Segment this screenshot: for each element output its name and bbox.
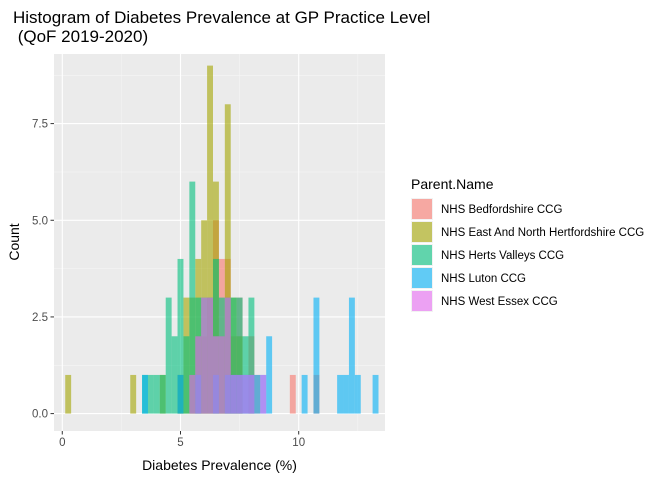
histogram-bar: [189, 374, 196, 414]
histogram-bar: [201, 297, 208, 414]
histogram-bar: [177, 374, 184, 414]
histogram-bar: [248, 297, 255, 414]
x-axis-title: Diabetes Prevalence (%): [142, 457, 297, 473]
histogram-bar: [130, 374, 137, 414]
histogram-bar: [218, 336, 225, 414]
histogram-bar: [260, 374, 267, 414]
histogram-bar: [301, 374, 308, 414]
legend-item: NHS East And North Hertfordshire CCG: [411, 221, 644, 243]
y-tick-label: 7.5: [32, 119, 48, 131]
y-axis: 0.0 2.5 5.0 7.5: [32, 119, 54, 421]
x-tick-label: 0: [59, 437, 65, 449]
histogram-bar: [147, 374, 154, 414]
y-tick-label: 5.0: [32, 215, 48, 227]
histogram-bar: [248, 374, 255, 414]
histogram-bar: [337, 374, 344, 414]
histogram-bar: [289, 374, 296, 414]
histogram-bar: [183, 336, 190, 414]
histogram-bar: [348, 297, 355, 414]
histogram-bar: [207, 297, 213, 414]
histogram-bar: [212, 336, 219, 414]
histogram-bar: [207, 65, 213, 414]
legend-label: NHS East And North Hertfordshire CCG: [441, 227, 644, 239]
series-4: [189, 297, 267, 414]
histogram-bar: [254, 374, 261, 414]
histogram-bar: [153, 374, 160, 414]
histogram-bar: [177, 258, 184, 414]
x-tick-label: 10: [292, 437, 305, 449]
histogram-bar: [313, 297, 320, 414]
y-tick-label: 2.5: [32, 312, 48, 324]
grid-minor: [54, 54, 385, 431]
legend: Parent.Name NHS Bedfordshire CCG NHS East…: [411, 176, 644, 312]
legend-swatch: [412, 245, 432, 265]
histogram-bar: [195, 336, 202, 414]
legend-title: Parent.Name: [411, 176, 494, 192]
legend-item: NHS West Essex CCG: [411, 290, 558, 312]
legend-swatch: [412, 222, 432, 242]
legend-item: NHS Luton CCG: [411, 267, 526, 289]
legend-label: NHS Herts Valleys CCG: [441, 250, 564, 262]
chart-title: Histogram of Diabetes Prevalence at GP P…: [13, 8, 430, 27]
histogram-bar: [230, 297, 237, 414]
legend-label: NHS Bedfordshire CCG: [441, 204, 562, 216]
histogram-bar: [343, 374, 349, 414]
histogram-bar: [354, 374, 361, 414]
histogram-bar: [159, 374, 166, 414]
legend-swatch: [412, 268, 432, 288]
histogram-bar: [242, 374, 249, 414]
y-tick-label: 0.0: [32, 409, 48, 421]
histogram-bar: [236, 297, 243, 414]
x-axis: 0 5 10: [59, 431, 305, 449]
chart-subtitle: (QoF 2019-2020): [13, 27, 148, 46]
y-axis-title: Count: [6, 223, 22, 260]
legend-swatch: [412, 291, 432, 311]
histogram-bar: [171, 336, 178, 414]
legend-label: NHS West Essex CCG: [441, 296, 558, 308]
legend-swatch: [412, 199, 432, 219]
histogram-bar: [65, 374, 72, 414]
legend-item: NHS Herts Valleys CCG: [411, 244, 564, 266]
histogram-bar: [230, 374, 237, 414]
histogram-bar: [266, 336, 273, 414]
histogram-bar: [189, 181, 196, 414]
histogram-bar: [142, 374, 148, 414]
histogram-bar: [236, 374, 243, 414]
histogram-bar: [224, 297, 231, 414]
histogram-bar: [372, 374, 379, 414]
histogram-bars: [65, 65, 379, 414]
legend-item: NHS Bedfordshire CCG: [411, 198, 562, 220]
histogram-bar: [165, 297, 172, 414]
legend-label: NHS Luton CCG: [441, 273, 526, 285]
x-tick-label: 5: [177, 437, 183, 449]
histogram-bar: [224, 104, 231, 414]
